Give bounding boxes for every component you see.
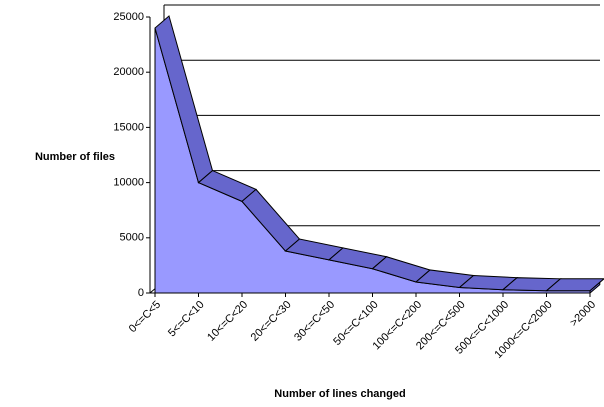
y-axis-title: Number of files	[35, 151, 115, 163]
x-tick-label: 10<=C<20	[205, 299, 250, 344]
x-tick-label: 20<=C<30	[249, 299, 294, 344]
x-tick-label: 30<=C<50	[292, 299, 337, 344]
y-tick-label: 10000	[113, 177, 144, 189]
area-top	[545, 278, 604, 292]
area-end	[589, 281, 601, 295]
y-tick-label: 25000	[113, 11, 144, 23]
y-tick-label: 20000	[113, 66, 144, 78]
y-tick-label: 15000	[113, 121, 144, 133]
x-tick-label: >2000	[568, 299, 598, 329]
x-axis-title: Number of lines changed	[274, 388, 405, 400]
y-tick-label: 0	[138, 287, 144, 299]
y-tick-label: 5000	[120, 232, 144, 244]
x-tick-label: 5<=C<10	[166, 299, 207, 340]
x-tick-label: 0<=C<5	[127, 299, 163, 335]
area	[154, 27, 591, 294]
